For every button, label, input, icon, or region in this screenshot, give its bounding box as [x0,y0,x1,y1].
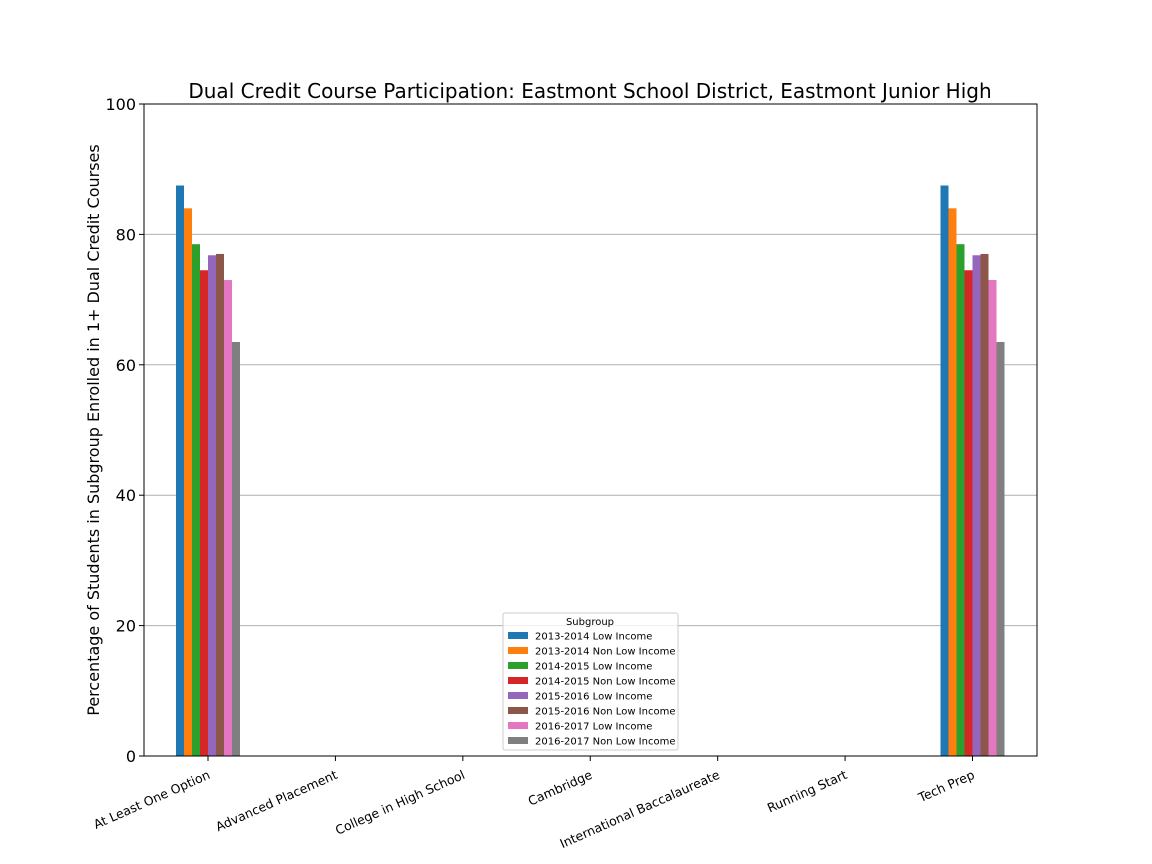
y-tick-label: 100 [105,95,136,114]
bar [948,208,957,756]
bars [176,185,1005,756]
legend-swatch [508,722,528,729]
legend-label: 2013-2014 Low Income [535,632,652,643]
bar [964,270,973,756]
legend-entries: 2013-2014 Low Income 2013-2014 Non Low In… [508,632,675,748]
y-axis-ticks: 0 20 40 60 80 100 [105,95,144,766]
y-tick-label: 0 [126,747,136,766]
y-tick-label: 80 [116,225,136,244]
legend: Subgroup 2013-2014 Low Income 2013-2014 N… [502,612,679,751]
legend-label: 2014-2015 Non Low Income [535,677,675,688]
bar [980,253,989,756]
legend-label: 2016-2017 Non Low Income [535,737,675,748]
bar [208,255,216,756]
legend-box [502,612,679,751]
bar [988,280,997,756]
legend-swatch [508,707,528,714]
bar [972,255,981,756]
bar [956,244,965,756]
legend-label: 2014-2015 Low Income [535,662,652,673]
x-axis-ticks: At Least One Option Advanced PlacementCol… [91,756,977,851]
bar [192,244,200,756]
bar [184,208,192,756]
chart-title: Dual Credit Course Participation: Eastmo… [188,79,991,103]
bar [996,341,1005,756]
y-axis-label: Percentage of Students in Subgroup Enrol… [84,144,103,715]
legend-label: 2013-2014 Non Low Income [535,647,675,658]
legend-swatch [508,662,528,669]
legend-swatch [508,692,528,699]
bar [940,185,949,756]
y-tick-label: 60 [116,356,136,375]
legend-label: 2015-2016 Non Low Income [535,707,675,718]
bar [232,341,240,756]
legend-swatch [508,647,528,654]
legend-label: 2015-2016 Low Income [535,692,652,703]
x-tick-label: Advanced Placement [213,767,339,834]
bar [200,270,208,756]
x-tick-label: College in High School [333,767,467,838]
bar [216,253,224,756]
legend-swatch [508,632,528,639]
legend-swatch [508,677,528,684]
legend-label: 2016-2017 Low Income [535,722,652,733]
x-tick-label: Running Start [765,767,850,816]
bar [224,280,232,756]
x-tick-label: Cambridge [526,767,595,809]
bar [176,185,184,756]
y-tick-label: 40 [116,486,136,505]
x-tick-label: Tech Prep [915,767,977,805]
legend-title: Subgroup [566,617,614,628]
legend-swatch [508,737,528,744]
x-tick-label: At Least One Option [91,767,212,832]
gridlines [144,233,1037,627]
y-tick-label: 20 [116,617,136,636]
